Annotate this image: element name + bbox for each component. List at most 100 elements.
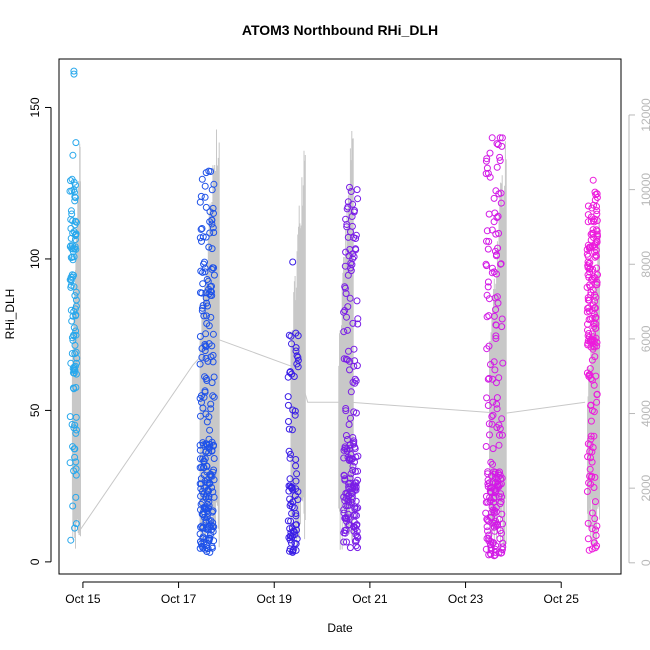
data-point bbox=[484, 468, 492, 476]
data-point bbox=[593, 522, 601, 530]
data-point bbox=[287, 332, 295, 340]
data-point bbox=[205, 435, 213, 443]
data-point bbox=[288, 370, 296, 378]
data-point bbox=[342, 248, 350, 256]
data-point bbox=[593, 217, 601, 225]
data-point bbox=[68, 317, 76, 325]
data-point bbox=[347, 188, 355, 195]
data-point bbox=[588, 458, 596, 466]
y-tick-label: 50 bbox=[28, 403, 42, 417]
data-point bbox=[71, 421, 79, 429]
data-point bbox=[352, 231, 360, 239]
data-point bbox=[495, 441, 503, 449]
data-point bbox=[491, 507, 499, 514]
data-point bbox=[293, 360, 301, 368]
data-point bbox=[294, 332, 302, 340]
data-point bbox=[493, 293, 501, 301]
data-point bbox=[489, 539, 497, 547]
data-point bbox=[346, 544, 354, 552]
data-point bbox=[499, 520, 506, 528]
data-point bbox=[207, 405, 215, 413]
y-tick-label: 100 bbox=[28, 249, 42, 269]
data-point bbox=[198, 307, 206, 315]
data-point bbox=[591, 297, 599, 305]
data-point bbox=[209, 358, 217, 366]
data-point bbox=[71, 341, 79, 349]
data-point bbox=[588, 356, 596, 364]
series-oct25 bbox=[583, 176, 601, 554]
data-point bbox=[496, 431, 503, 439]
data-point bbox=[495, 549, 503, 557]
data-point bbox=[499, 539, 507, 547]
data-point bbox=[208, 186, 216, 194]
data-point bbox=[498, 134, 506, 142]
data-point bbox=[197, 192, 205, 200]
data-point bbox=[340, 308, 348, 316]
data-point bbox=[354, 320, 362, 328]
data-point bbox=[584, 294, 592, 302]
data-point bbox=[72, 296, 80, 304]
data-point bbox=[345, 485, 353, 493]
data-point bbox=[288, 539, 295, 547]
data-point bbox=[592, 372, 600, 380]
data-point bbox=[202, 233, 210, 241]
data-point bbox=[72, 370, 80, 378]
data-point bbox=[71, 445, 79, 453]
data-point bbox=[584, 320, 591, 328]
data-point bbox=[352, 453, 360, 461]
data-point bbox=[209, 330, 217, 338]
data-point bbox=[197, 412, 204, 420]
data-point bbox=[292, 510, 300, 517]
data-point bbox=[584, 332, 592, 340]
data-point bbox=[491, 366, 499, 374]
data-point bbox=[586, 365, 594, 373]
data-point bbox=[71, 350, 79, 358]
data-point bbox=[351, 445, 359, 453]
data-point bbox=[352, 377, 360, 385]
data-point bbox=[198, 398, 205, 406]
data-point bbox=[489, 411, 497, 419]
data-point bbox=[285, 331, 293, 339]
data-point bbox=[354, 195, 362, 203]
data-point bbox=[293, 470, 301, 478]
data-point bbox=[484, 527, 491, 535]
data-point bbox=[286, 547, 293, 555]
data-point bbox=[205, 290, 213, 298]
data-point bbox=[485, 535, 493, 542]
data-point bbox=[289, 527, 297, 535]
data-point bbox=[341, 307, 349, 314]
data-point bbox=[489, 398, 497, 406]
data-point bbox=[350, 362, 358, 370]
data-point bbox=[351, 207, 358, 214]
data-point bbox=[488, 264, 496, 272]
data-point bbox=[591, 188, 599, 196]
y2-tick-label: 8000 bbox=[639, 251, 650, 278]
data-point bbox=[593, 342, 601, 350]
data-point bbox=[203, 513, 211, 521]
data-point bbox=[72, 458, 80, 466]
data-point bbox=[494, 469, 502, 477]
data-point bbox=[593, 237, 601, 245]
data-point bbox=[73, 218, 80, 226]
data-point bbox=[201, 182, 209, 190]
data-point bbox=[287, 450, 294, 458]
data-point bbox=[482, 545, 490, 553]
data-point bbox=[202, 330, 210, 338]
data-point bbox=[68, 350, 76, 357]
data-point bbox=[205, 502, 213, 510]
y2-axis: 0 2000 4000 6000 8000 10000 12000 bbox=[628, 98, 650, 566]
data-point bbox=[286, 495, 294, 503]
data-point bbox=[346, 521, 354, 529]
data-point bbox=[483, 237, 490, 245]
data-point bbox=[67, 306, 75, 314]
data-point bbox=[285, 418, 292, 425]
data-point bbox=[496, 471, 504, 479]
y-axis: 0 50 100 150 bbox=[28, 97, 52, 565]
data-point bbox=[70, 70, 78, 78]
data-point bbox=[207, 313, 215, 321]
data-point bbox=[292, 546, 300, 554]
data-point bbox=[495, 421, 503, 429]
data-point bbox=[488, 134, 496, 142]
data-point bbox=[72, 139, 80, 147]
data-point bbox=[70, 363, 78, 371]
